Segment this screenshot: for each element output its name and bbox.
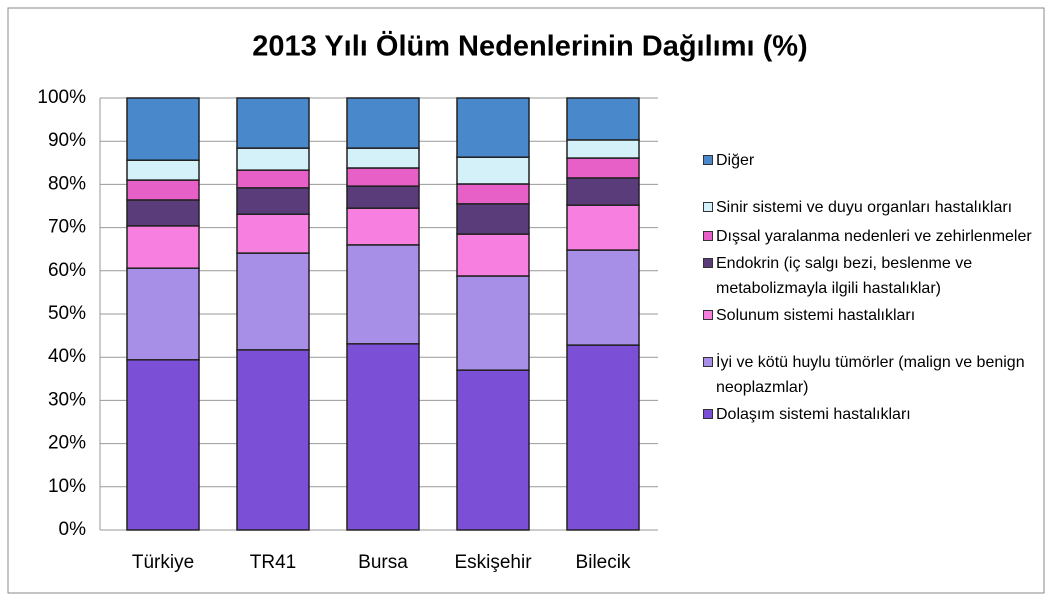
legend-label: Dışsal yaralanma nedenleri ve zehirlenme… [716,228,1032,245]
legend-item: Diğer [703,148,1048,173]
bar-segment [346,167,420,187]
legend-swatch [703,155,713,165]
bar-segment [456,369,530,531]
y-tick-label: 0% [59,519,87,540]
bar-segment [346,343,420,531]
bar-segment [346,97,420,149]
legend-label: Endokrin (iç salgı bezi, beslenme ve met… [716,255,973,297]
legend-item: Solunum sistemi hastalıkları [703,303,1048,328]
x-tick-label: Türkiye [132,552,194,573]
y-tick-label: 10% [48,476,86,497]
bar-segment [456,156,530,185]
y-tick-label: 20% [48,433,86,454]
legend-label: Sinir sistemi ve duyu organları hastalık… [716,199,1013,216]
legend-swatch [703,258,713,268]
x-tick-label: Bilecik [576,552,631,573]
legend-label: Diğer [716,152,755,169]
legend-item: Dışsal yaralanma nedenleri ve zehirlenme… [703,224,1048,249]
y-tick-label: 50% [48,303,86,324]
bar-segment [346,207,420,246]
y-tick-label: 30% [48,389,86,410]
legend-swatch [703,409,713,419]
bar-segment [126,267,200,361]
legend-swatch [703,202,713,212]
bar-segment [566,157,640,179]
legend-item: Dolaşım sistemi hastalıkları [703,402,1048,427]
legend-swatch [703,357,713,367]
y-tick-label: 70% [48,217,86,238]
bar-segment [456,183,530,205]
bar-segment [346,244,420,345]
bar-segment [236,147,310,171]
y-tick-label: 60% [48,260,86,281]
y-tick-label: 90% [48,130,86,151]
bar-segment [126,225,200,269]
bar-segment [456,233,530,277]
bar-segment [566,139,640,159]
bar-segment [126,97,200,161]
chart-title: 2013 Yılı Ölüm Nedenlerinin Dağılımı (%) [252,30,807,63]
bar-segment [236,169,310,189]
legend-label: Dolaşım sistemi hastalıkları [716,406,911,423]
bar-segment [236,252,310,351]
bar-segment [126,159,200,181]
bar-segment [346,185,420,209]
y-tick-label: 80% [48,173,86,194]
bar-segment [456,275,530,371]
bar-segment [566,204,640,251]
legend-swatch [703,310,713,320]
bar-segment [236,213,310,254]
bar-segment [346,147,420,169]
bar-segment [236,97,310,149]
bar-segment [126,179,200,201]
bar-segment [566,177,640,206]
bar-segment [236,349,310,531]
legend-label: İyi ve kötü huylu tümörler (malign ve be… [716,354,1025,396]
bar-segment [456,203,530,235]
bar-segment [566,249,640,346]
bar-segment [566,344,640,531]
bar-segment [126,359,200,531]
legend: Diğer Sinir sistemi ve duyu organları has… [703,148,1048,429]
bar-segment [456,97,530,158]
legend-label: Solunum sistemi hastalıkları [716,307,916,324]
y-tick-label: 100% [37,87,86,108]
y-tick-label: 40% [48,346,86,367]
legend-swatch [703,231,713,241]
bar-segment [236,187,310,215]
legend-item: Endokrin (iç salgı bezi, beslenme ve met… [703,251,1048,301]
x-tick-label: Bursa [358,552,408,573]
legend-item: Sinir sistemi ve duyu organları hastalık… [703,195,1048,220]
bar-segment [126,199,200,227]
x-tick-label: TR41 [250,552,296,573]
bar-segment [566,97,640,141]
x-tick-label: Eskişehir [454,552,532,573]
legend-item: İyi ve kötü huylu tümörler (malign ve be… [703,350,1048,400]
